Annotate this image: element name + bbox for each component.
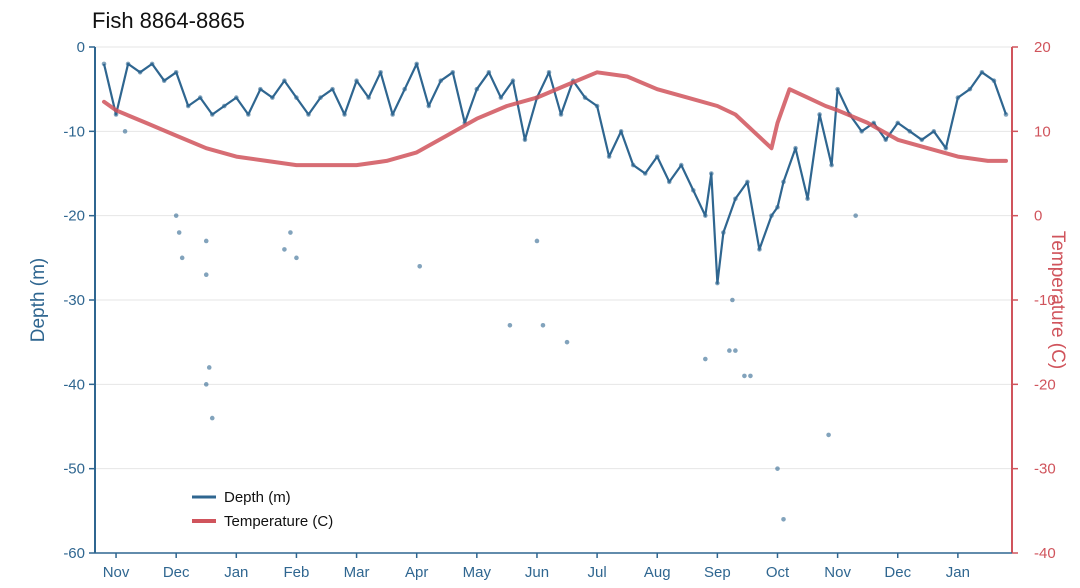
depth-sample-point bbox=[122, 129, 128, 134]
right-tick-label-5: -30 bbox=[1034, 461, 1056, 478]
left-tick-label-5: -50 bbox=[63, 461, 85, 478]
x-tick-label-4: Mar bbox=[344, 564, 370, 581]
depth-sample-point bbox=[282, 247, 287, 252]
x-tick-label-12: Nov bbox=[824, 564, 851, 581]
depth-sample-point bbox=[209, 415, 215, 421]
y-axis-label-left: Depth (m) bbox=[28, 258, 49, 342]
right-tick-label-3: -10 bbox=[1034, 292, 1056, 309]
x-tick-label-2: Jan bbox=[224, 564, 248, 581]
left-tick-label-1: -10 bbox=[63, 123, 85, 140]
depth-sample-point bbox=[733, 348, 738, 353]
depth-sample-point bbox=[203, 272, 209, 278]
depth-sample-point bbox=[727, 348, 732, 353]
right-tick-label-6: -40 bbox=[1034, 545, 1056, 562]
x-tick-label-11: Oct bbox=[766, 564, 790, 581]
x-tick-label-5: Apr bbox=[405, 564, 428, 581]
x-tick-label-6: May bbox=[463, 564, 492, 581]
right-tick-label-1: 10 bbox=[1034, 123, 1051, 140]
right-axis: 20 10 0 -10 -20 -30 -40 bbox=[1011, 39, 1056, 562]
depth-sample-point bbox=[564, 339, 570, 345]
left-tick-label-3: -30 bbox=[63, 292, 85, 309]
left-tick-label-2: -20 bbox=[63, 208, 85, 225]
depth-scatter bbox=[101, 61, 1009, 522]
depth-sample-point bbox=[203, 238, 209, 244]
x-tick-label-10: Sep bbox=[704, 564, 731, 581]
depth-sample-point bbox=[417, 263, 423, 269]
x-tick-label-14: Jan bbox=[946, 564, 970, 581]
legend: Depth (m) Temperature (C) bbox=[178, 470, 374, 540]
right-tick-label-2: 0 bbox=[1034, 208, 1042, 225]
depth-sample-point bbox=[206, 365, 212, 370]
left-tick-label-0: 0 bbox=[77, 39, 85, 56]
depth-sample-point bbox=[173, 213, 179, 218]
depth-sample-point bbox=[507, 323, 513, 328]
depth-sample-point bbox=[294, 255, 299, 261]
depth-sample-point bbox=[176, 230, 182, 235]
depth-sample-point bbox=[826, 432, 831, 438]
depth-sample-point bbox=[534, 238, 540, 244]
left-axis: 0 -10 -20 -30 -40 -50 -60 bbox=[63, 39, 96, 562]
x-tick-label-0: Nov bbox=[103, 564, 130, 581]
x-axis: Nov Dec Jan Feb Mar Apr May Jun Jul Aug Sep Oct Nov D… bbox=[95, 552, 1012, 581]
depth-line bbox=[102, 62, 1008, 285]
depth-sample-point bbox=[540, 323, 546, 328]
x-tick-label-13: Dec bbox=[884, 564, 911, 581]
x-tick-label-9: Aug bbox=[644, 564, 671, 581]
depth-sample-point bbox=[703, 356, 708, 362]
right-tick-label-4: -20 bbox=[1034, 376, 1056, 393]
left-tick-label-6: -60 bbox=[63, 545, 85, 562]
depth-sample-point bbox=[730, 297, 735, 303]
left-tick-label-4: -40 bbox=[63, 376, 85, 393]
depth-sample-point bbox=[742, 373, 747, 379]
x-tick-label-7: Jun bbox=[525, 564, 549, 581]
depth-sample-point bbox=[853, 213, 858, 218]
legend-background bbox=[178, 470, 374, 540]
depth-sample-point bbox=[781, 516, 786, 522]
temperature-line bbox=[102, 70, 1008, 168]
x-tick-label-3: Feb bbox=[284, 564, 310, 581]
legend-temperature-label: Temperature (C) bbox=[224, 513, 333, 530]
chart-title: Fish 8864-8865 bbox=[92, 8, 245, 33]
x-tick-label-1: Dec bbox=[163, 564, 190, 581]
right-tick-label-0: 20 bbox=[1034, 39, 1051, 56]
depth-sample-point bbox=[775, 466, 780, 471]
x-tick-label-8: Jul bbox=[588, 564, 607, 581]
depth-sample-point bbox=[288, 230, 293, 235]
y-axis-label-right: Temperature (C) bbox=[1047, 231, 1068, 369]
legend-depth-label: Depth (m) bbox=[224, 489, 291, 506]
depth-sample-point bbox=[179, 255, 185, 261]
depth-sample-point bbox=[748, 373, 753, 379]
depth-sample-point bbox=[203, 382, 209, 387]
